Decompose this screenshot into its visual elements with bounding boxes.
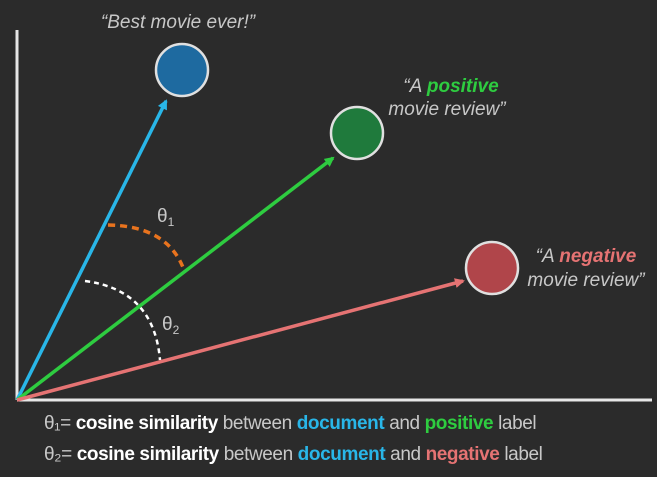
theta2-label: θ2 (162, 314, 180, 337)
positive-label-line2: movie review” (388, 99, 507, 120)
positive-node (329, 105, 385, 161)
legend-theta1-and: and (389, 413, 420, 434)
document-vector (15, 99, 168, 401)
positive-vector (15, 156, 335, 402)
legend-theta2-metric: cosine similarity (76, 444, 220, 465)
legend-theta2-symbol: θ₂= (44, 444, 72, 465)
legend-theta1-between: between (222, 413, 292, 434)
legend-line-theta2: θ₂= cosine similarity between document a… (44, 444, 543, 466)
legend-theta1-document: document (296, 413, 385, 434)
theta1-symbol: θ (157, 206, 168, 227)
negative-label-line2: movie review” (527, 270, 646, 291)
legend-theta1-label-word: positive (424, 413, 494, 434)
positive-label-word: positive (426, 76, 499, 97)
legend-theta1-metric: cosine similarity (75, 413, 219, 434)
positive-label-line1: “A positive (403, 76, 499, 97)
negative-label-prefix: “A (536, 246, 560, 267)
theta1-arc (107, 223, 186, 271)
legend-theta2-document: document (297, 444, 386, 465)
negative-vector (16, 278, 465, 402)
legend-theta2-and: and (390, 444, 421, 465)
negative-label-word: negative (559, 246, 637, 267)
theta2-symbol: θ (162, 314, 173, 335)
legend-line-theta1: θ₁= cosine similarity between document a… (44, 413, 537, 435)
legend-theta1-symbol: θ₁= (44, 413, 71, 434)
legend-theta2-label: label (504, 444, 543, 465)
theta2-subscript: 2 (173, 323, 180, 337)
theta1-label: θ1 (157, 206, 175, 229)
legend-theta2-between: between (223, 444, 293, 465)
legend-theta1-label: label (498, 413, 537, 434)
negative-label-line1: “A negative (536, 246, 637, 267)
theta1-subscript: 1 (168, 215, 175, 229)
negative-node (464, 240, 520, 296)
document-label: “Best movie ever!” (101, 12, 257, 33)
legend-theta2-label-word: negative (425, 444, 500, 465)
positive-label-prefix: “A (403, 76, 427, 97)
document-node (154, 42, 210, 98)
